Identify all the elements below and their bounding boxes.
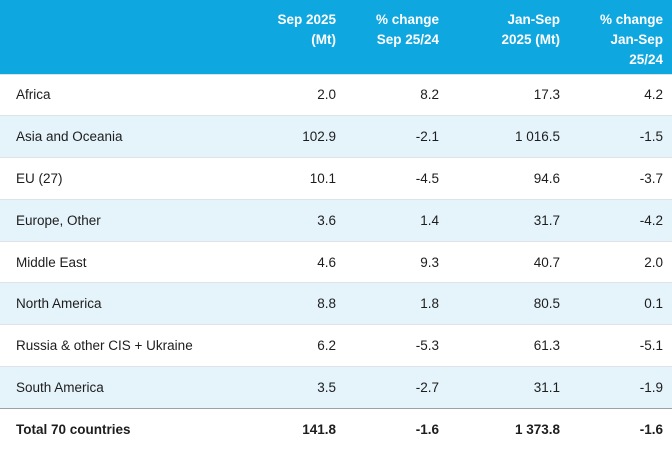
jan-sep-2025-mt-cell: 61.3	[533, 338, 560, 354]
region-cell: North America	[16, 296, 102, 312]
pct-change-sep-cell: -2.7	[415, 379, 439, 395]
pct-change-jan-sep-cell: -1.5	[639, 129, 663, 145]
table-row: Africa 2.0 8.2 17.3 4.2	[0, 74, 672, 116]
table-row: Asia and Oceania 102.9 -2.1 1 016.5 -1.5	[0, 115, 672, 158]
pct-change-jan-sep-cell: -5.1	[639, 338, 663, 354]
column-header-region	[0, 0, 249, 74]
table-header: Sep 2025 (Mt) % change Sep 25/24 Jan-Sep…	[0, 0, 672, 74]
region-cell: Europe, Other	[16, 212, 101, 228]
pct-change-sep-cell: 1.8	[420, 296, 439, 312]
sep-2025-mt-cell: 3.6	[317, 212, 336, 228]
sep-2025-mt-cell: 141.8	[302, 422, 336, 438]
table-row: EU (27) 10.1 -4.5 94.6 -3.7	[0, 157, 672, 200]
sep-2025-mt-cell: 8.8	[317, 296, 336, 312]
sep-2025-mt-cell: 6.2	[317, 338, 336, 354]
sep-2025-mt-cell: 2.0	[317, 87, 336, 103]
pct-change-jan-sep-cell: -4.2	[639, 212, 663, 228]
table-row: South America 3.5 -2.7 31.1 -1.9	[0, 366, 672, 409]
pct-change-sep-cell: 8.2	[420, 87, 439, 103]
pct-change-jan-sep-cell: 4.2	[644, 87, 663, 103]
pct-change-jan-sep-cell: -3.7	[639, 170, 663, 186]
pct-change-jan-sep-cell: 0.1	[644, 296, 663, 312]
pct-change-sep-cell: 1.4	[420, 212, 439, 228]
pct-change-sep-cell: -2.1	[415, 129, 439, 145]
region-cell: Russia & other CIS + Ukraine	[16, 338, 193, 354]
sep-2025-mt-cell: 4.6	[317, 254, 336, 270]
sep-2025-mt-cell: 10.1	[309, 170, 336, 186]
pct-change-sep-cell: -4.5	[415, 170, 439, 186]
table-row: Middle East 4.6 9.3 40.7 2.0	[0, 241, 672, 283]
sep-2025-mt-cell: 3.5	[317, 379, 336, 395]
jan-sep-2025-mt-cell: 1 016.5	[514, 129, 560, 145]
column-header-jan-sep-2025-mt: Jan-Sep 2025 (Mt)	[448, 0, 569, 74]
jan-sep-2025-mt-cell: 17.3	[533, 87, 560, 103]
table-row: North America 8.8 1.8 80.5 0.1	[0, 282, 672, 325]
sep-2025-mt-cell: 102.9	[302, 129, 336, 145]
pct-change-sep-cell: -1.6	[415, 422, 439, 438]
jan-sep-2025-mt-cell: 80.5	[533, 296, 560, 312]
region-cell: Total 70 countries	[16, 422, 131, 438]
jan-sep-2025-mt-cell: 31.1	[533, 379, 560, 395]
region-cell: Asia and Oceania	[16, 129, 123, 145]
pct-change-jan-sep-cell: -1.9	[639, 379, 663, 395]
table-row: Europe, Other 3.6 1.4 31.7 -4.2	[0, 199, 672, 242]
column-header-pct-change-sep: % change Sep 25/24	[345, 0, 448, 74]
table-row: Total 70 countries 141.8 -1.6 1 373.8 -1…	[0, 408, 672, 450]
region-cell: Middle East	[16, 254, 87, 270]
jan-sep-2025-mt-cell: 40.7	[533, 254, 560, 270]
region-cell: South America	[16, 379, 104, 395]
table-body: Africa 2.0 8.2 17.3 4.2 Asia and Oceania…	[0, 74, 672, 450]
jan-sep-2025-mt-cell: 94.6	[533, 170, 560, 186]
pct-change-jan-sep-cell: -1.6	[639, 422, 663, 438]
pct-change-sep-cell: -5.3	[415, 338, 439, 354]
column-header-pct-change-jan-sep: % change Jan-Sep 25/24	[569, 0, 672, 74]
header-row: Sep 2025 (Mt) % change Sep 25/24 Jan-Sep…	[0, 0, 672, 74]
pct-change-jan-sep-cell: 2.0	[644, 254, 663, 270]
table-row: Russia & other CIS + Ukraine 6.2 -5.3 61…	[0, 324, 672, 367]
region-cell: Africa	[16, 87, 51, 103]
pct-change-sep-cell: 9.3	[420, 254, 439, 270]
jan-sep-2025-mt-cell: 31.7	[533, 212, 560, 228]
jan-sep-2025-mt-cell: 1 373.8	[514, 422, 560, 438]
column-header-sep-2025-mt: Sep 2025 (Mt)	[249, 0, 345, 74]
region-cell: EU (27)	[16, 170, 63, 186]
